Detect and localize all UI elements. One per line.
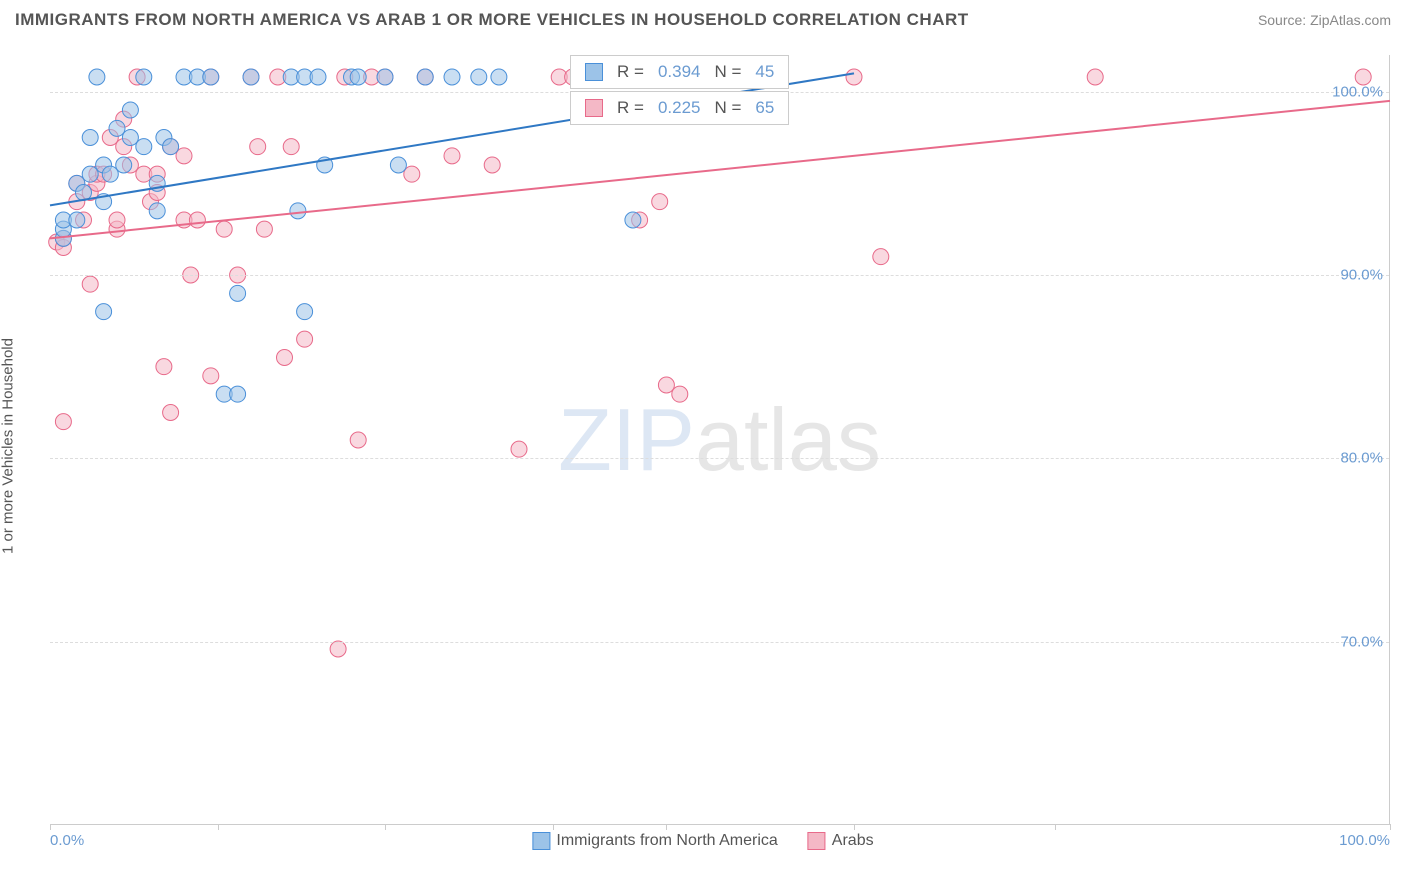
scatter-point (122, 130, 138, 146)
legend-swatch-icon (585, 99, 603, 117)
title-bar: IMMIGRANTS FROM NORTH AMERICA VS ARAB 1 … (15, 10, 1391, 30)
y-tick-label: 100.0% (1332, 83, 1383, 100)
scatter-point (256, 221, 272, 237)
scatter-point (243, 69, 259, 85)
gridline-horizontal (50, 275, 1389, 276)
stat-value-r: 0.225 (658, 98, 701, 118)
stat-label-n: N = (714, 62, 741, 82)
scatter-point (390, 157, 406, 173)
scatter-point (82, 276, 98, 292)
scatter-point (230, 285, 246, 301)
stat-value-n: 45 (755, 62, 774, 82)
legend-label: Immigrants from North America (556, 832, 777, 849)
x-tick-mark (854, 824, 855, 830)
scatter-point (116, 157, 132, 173)
x-tick-mark (218, 824, 219, 830)
scatter-point (350, 69, 366, 85)
scatter-point (189, 212, 205, 228)
scatter-point (377, 69, 393, 85)
scatter-point (652, 194, 668, 210)
scatter-point (82, 130, 98, 146)
scatter-point (203, 69, 219, 85)
scatter-point (176, 148, 192, 164)
chart-title: IMMIGRANTS FROM NORTH AMERICA VS ARAB 1 … (15, 10, 969, 30)
scatter-point (511, 441, 527, 457)
scatter-svg (50, 55, 1389, 824)
stat-value-n: 65 (755, 98, 774, 118)
scatter-point (625, 212, 641, 228)
scatter-point (297, 331, 313, 347)
scatter-point (350, 432, 366, 448)
gridline-horizontal (50, 458, 1389, 459)
scatter-point (1087, 69, 1103, 85)
x-tick-mark (1055, 824, 1056, 830)
scatter-point (484, 157, 500, 173)
y-tick-label: 70.0% (1340, 633, 1383, 650)
x-tick-mark (1390, 824, 1391, 830)
scatter-point (109, 120, 125, 136)
scatter-point (89, 69, 105, 85)
scatter-point (283, 139, 299, 155)
source-attribution: Source: ZipAtlas.com (1258, 12, 1391, 28)
scatter-point (156, 359, 172, 375)
legend-item: Immigrants from North America (532, 832, 777, 850)
scatter-point (297, 304, 313, 320)
y-axis-label: 1 or more Vehicles in Household (0, 338, 17, 554)
scatter-point (444, 69, 460, 85)
y-tick-label: 90.0% (1340, 267, 1383, 284)
legend-item: Arabs (808, 832, 874, 850)
scatter-point (69, 212, 85, 228)
scatter-point (96, 304, 112, 320)
x-tick-min: 0.0% (50, 832, 84, 849)
scatter-point (163, 139, 179, 155)
scatter-point (310, 69, 326, 85)
scatter-point (444, 148, 460, 164)
legend-swatch-icon (808, 832, 826, 850)
scatter-point (163, 405, 179, 421)
legend-bottom: Immigrants from North America Arabs (532, 832, 873, 850)
stat-value-r: 0.394 (658, 62, 701, 82)
scatter-point (491, 69, 507, 85)
scatter-point (102, 166, 118, 182)
stat-label-r: R = (617, 98, 644, 118)
scatter-point (109, 212, 125, 228)
scatter-point (417, 69, 433, 85)
scatter-point (658, 377, 674, 393)
legend-swatch-icon (532, 832, 550, 850)
scatter-point (230, 386, 246, 402)
scatter-point (250, 139, 266, 155)
scatter-point (216, 221, 232, 237)
scatter-point (277, 350, 293, 366)
legend-label: Arabs (832, 832, 874, 849)
stat-label-n: N = (714, 98, 741, 118)
x-tick-mark (666, 824, 667, 830)
x-tick-max: 100.0% (1339, 832, 1390, 849)
scatter-point (846, 69, 862, 85)
scatter-point (672, 386, 688, 402)
x-tick-mark (50, 824, 51, 830)
scatter-point (471, 69, 487, 85)
stats-box: R = 0.394 N = 45 (570, 55, 789, 89)
scatter-point (136, 69, 152, 85)
scatter-point (873, 249, 889, 265)
scatter-point (290, 203, 306, 219)
scatter-point (203, 368, 219, 384)
plot-area: ZIPatlas 70.0%80.0%90.0%100.0% (50, 55, 1390, 825)
scatter-point (136, 139, 152, 155)
stats-box: R = 0.225 N = 65 (570, 91, 789, 125)
scatter-point (330, 641, 346, 657)
scatter-point (122, 102, 138, 118)
x-tick-mark (385, 824, 386, 830)
scatter-point (55, 414, 71, 430)
scatter-point (82, 166, 98, 182)
x-tick-mark (553, 824, 554, 830)
legend-swatch-icon (585, 63, 603, 81)
scatter-point (149, 203, 165, 219)
scatter-point (404, 166, 420, 182)
gridline-horizontal (50, 642, 1389, 643)
stat-label-r: R = (617, 62, 644, 82)
y-tick-label: 80.0% (1340, 450, 1383, 467)
